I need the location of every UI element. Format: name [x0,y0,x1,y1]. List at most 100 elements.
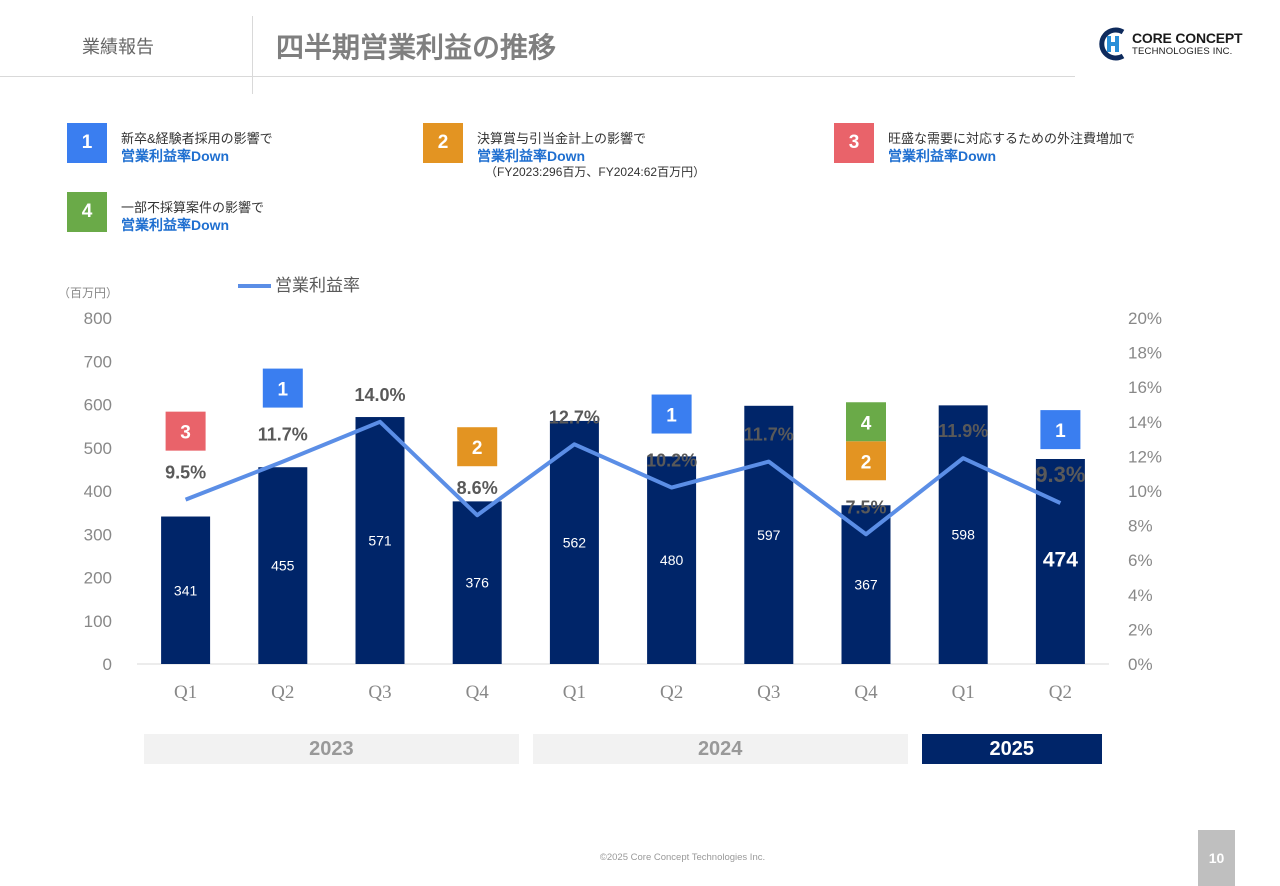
annotation-badge [457,427,498,467]
bar-value-label: 597 [757,527,781,543]
y-tick-label: 300 [84,525,112,544]
bar-value-label: 480 [660,552,684,568]
annotation-badge [262,368,303,408]
page-title: 四半期営業利益の推移 [276,32,557,63]
annotation-badge [846,402,886,442]
margin-value-label: 9.3% [1035,462,1085,487]
x-tick-label: Q2 [660,682,683,703]
y-tick-label: 0 [103,655,112,674]
bar-value-label: 376 [466,575,490,591]
annotation-badge-label: 3 [180,423,191,444]
year-band-2023: 2023 [144,734,519,764]
note-emphasis: 営業利益率Down [888,148,997,164]
note-badge: 3 [834,123,874,163]
annotation-badge [651,394,692,434]
x-tick-label: Q1 [952,682,975,703]
margin-value-label: 7.5% [845,497,886,517]
bar [549,420,599,664]
margin-value-label: 9.5% [165,463,206,483]
x-tick-label: Q2 [1049,682,1072,703]
bar-value-label: 474 [1043,548,1078,571]
section-label: 業績報告 [82,37,154,57]
margin-line [184,419,1062,537]
bar [355,417,405,664]
margin-value-label: 10.2% [646,451,697,471]
margin-value-label: 12.7% [549,407,600,427]
operating-profit-chart: （百万円） 0 100 200 300 400 500 600 700 800 0% 2% 4% 6% 8%… [58,276,1162,703]
y-tick-label: 700 [84,352,112,371]
note-badge: 2 [423,123,463,163]
y2-tick-label: 4% [1128,586,1153,605]
margin-value-label: 8.6% [457,478,498,498]
margin-value-label: 11.7% [258,425,308,445]
bar-value-label: 341 [174,582,198,598]
note-text: 旺盛な需要に対応するための外注費増加で [888,131,1136,146]
y-axis-unit: （百万円） [58,286,118,300]
bar-value-label: 598 [952,527,976,543]
bar [258,467,308,664]
bar-value-label: 562 [563,534,587,550]
logo-text-line1: CORE CONCEPT [1132,30,1243,46]
page-number: 10 [1198,830,1235,886]
y2-tick-label: 8% [1128,517,1153,536]
annotation-badge-label: 1 [278,380,289,401]
y2-tick-label: 12% [1128,447,1162,466]
y2-tick-label: 20% [1128,309,1162,328]
y-tick-label: 100 [84,612,112,631]
note-text: 決算賞与引当金計上の影響で [477,131,647,146]
x-tick-label: Q3 [757,682,780,703]
annotation-badge-label: 1 [1055,421,1066,442]
annotation-badge-label: 4 [861,413,872,434]
y2-tick-label: 14% [1128,413,1162,432]
header-divider-vertical [252,16,253,94]
annotation-badge [165,411,206,451]
y2-tick-label: 6% [1128,551,1153,570]
y2-tick-label: 0% [1128,655,1153,674]
bar-value-label: 571 [368,533,392,549]
bar [452,501,502,664]
note-text: 新卒&経験者採用の影響で [121,131,273,146]
y-tick-label: 500 [84,439,112,458]
y2-tick-label: 18% [1128,344,1162,363]
note-badge: 4 [67,192,107,232]
margin-value-label: 11.7% [744,425,794,445]
bar [161,516,211,664]
annotation-badge-label: 1 [666,406,677,427]
y2-tick-label: 10% [1128,482,1162,501]
note-badge: 1 [67,123,107,163]
annotation-badge [846,441,886,481]
footer-copyright: ©2025 Core Concept Technologies Inc. [599,852,766,863]
note-emphasis: 営業利益率Down [121,217,230,233]
logo-mark-icon [1099,27,1125,61]
company-logo: CORE CONCEPT TECHNOLOGIES INC. [1098,26,1268,64]
bar [1035,458,1085,664]
x-tick-label: Q4 [854,682,878,703]
annotation-badge [1040,410,1081,450]
note-emphasis: 営業利益率Down [477,148,586,164]
y-tick-label: 600 [84,396,112,415]
bar-value-label: 367 [854,577,878,593]
year-band-2024: 2024 [532,734,908,764]
annotation-badge-label: 2 [472,438,483,459]
x-tick-label: Q1 [563,682,586,703]
note-text: 一部不採算案件の影響で [121,200,265,215]
legend-label: 営業利益率 [275,276,360,295]
margin-value-label: 11.9% [938,421,988,441]
x-tick-label: Q4 [466,682,490,703]
margin-value-label: 14.0% [354,385,405,405]
y2-tick-label: 16% [1128,378,1162,397]
header-divider-horizontal [0,76,1075,77]
y-tick-label: 800 [84,309,112,328]
bar [744,405,794,664]
annotation-badge-label: 2 [861,452,872,473]
note-emphasis: 営業利益率Down [121,148,230,164]
x-tick-label: Q1 [174,682,197,703]
note-detail: （FY2023:296百万、FY2024:62百万円） [485,165,706,179]
x-tick-label: Q2 [271,682,294,703]
x-tick-label: Q3 [368,682,391,703]
bar-value-label: 455 [271,558,295,574]
y2-tick-label: 2% [1128,620,1153,639]
y-tick-label: 200 [84,569,112,588]
bar [647,456,697,664]
year-band-2025: 2025 [921,734,1102,764]
